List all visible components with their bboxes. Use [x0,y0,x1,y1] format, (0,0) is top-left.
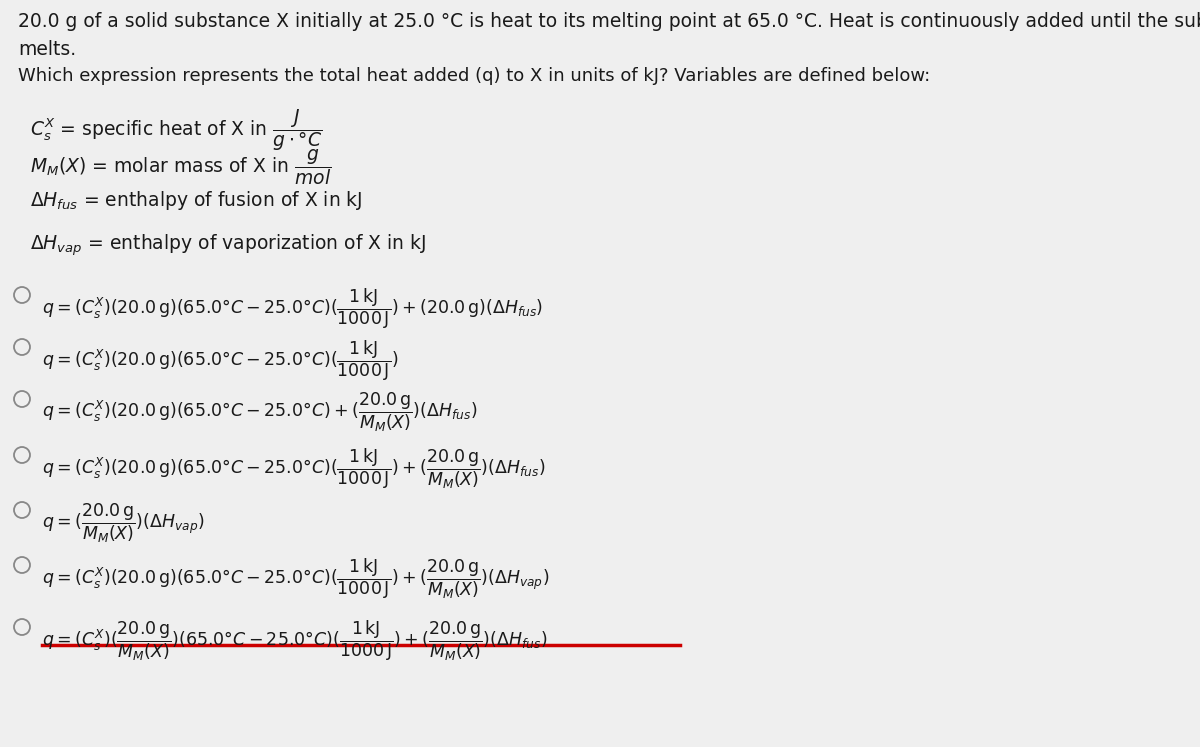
Text: $q = (C_s^X)(20.0\,\mathrm{g})(65.0°C - 25.0°C)(\dfrac{1\,\mathrm{kJ}}{1000\,\ma: $q = (C_s^X)(20.0\,\mathrm{g})(65.0°C - … [42,557,550,601]
Text: $M_M(X)$ = molar mass of X in $\dfrac{g}{mol}$: $M_M(X)$ = molar mass of X in $\dfrac{g}… [30,147,331,187]
Text: Which expression represents the total heat added (q) to X in units of kJ? Variab: Which expression represents the total he… [18,67,930,85]
Text: $q = (C_s^X)(20.0\,\mathrm{g})(65.0°C - 25.0°C)(\dfrac{1\,\mathrm{kJ}}{1000\,\ma: $q = (C_s^X)(20.0\,\mathrm{g})(65.0°C - … [42,287,544,332]
Text: $\Delta H_{vap}$ = enthalpy of vaporization of X in kJ: $\Delta H_{vap}$ = enthalpy of vaporizat… [30,232,426,258]
Text: $q = (C_s^X)(20.0\,\mathrm{g})(65.0°C - 25.0°C) + (\dfrac{20.0\,\mathrm{g}}{M_M(: $q = (C_s^X)(20.0\,\mathrm{g})(65.0°C - … [42,391,478,435]
Text: $C_s^X$ = specific heat of X in $\dfrac{J}{g\cdot{°C}}$: $C_s^X$ = specific heat of X in $\dfrac{… [30,107,322,153]
Text: $q = (C_s^X)(\dfrac{20.0\,\mathrm{g}}{M_M(X)})(65.0°C - 25.0°C)(\dfrac{1\,\mathr: $q = (C_s^X)(\dfrac{20.0\,\mathrm{g}}{M_… [42,619,547,663]
Text: $q = (\dfrac{20.0\,\mathrm{g}}{M_M(X)})(\Delta H_{vap})$: $q = (\dfrac{20.0\,\mathrm{g}}{M_M(X)})(… [42,502,204,545]
Text: $q = (C_s^X)(20.0\,\mathrm{g})(65.0°C - 25.0°C)(\dfrac{1\,\mathrm{kJ}}{1000\,\ma: $q = (C_s^X)(20.0\,\mathrm{g})(65.0°C - … [42,339,398,383]
Text: $\Delta H_{fus}$ = enthalpy of fusion of X in kJ: $\Delta H_{fus}$ = enthalpy of fusion of… [30,189,362,212]
Text: $q = (C_s^X)(20.0\,\mathrm{g})(65.0°C - 25.0°C)(\dfrac{1\,\mathrm{kJ}}{1000\,\ma: $q = (C_s^X)(20.0\,\mathrm{g})(65.0°C - … [42,447,546,492]
Text: 20.0 g of a solid substance X initially at 25.0 °C is heat to its melting point : 20.0 g of a solid substance X initially … [18,12,1200,59]
